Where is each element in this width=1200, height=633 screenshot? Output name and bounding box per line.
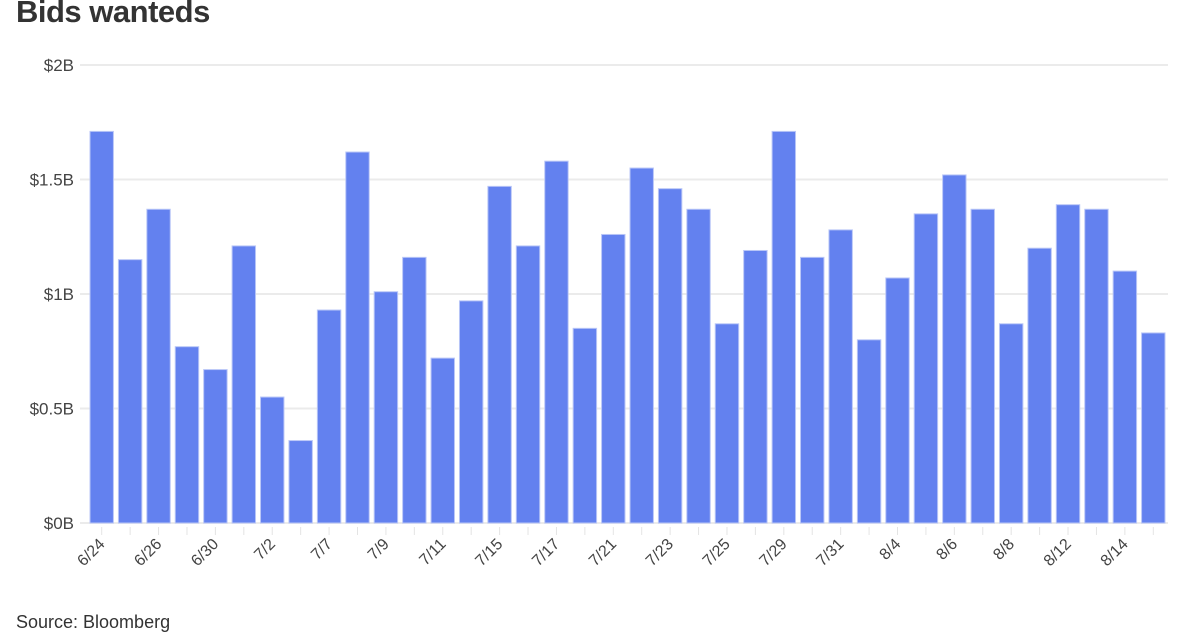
bar	[345, 151, 370, 524]
x-tick-label: 7/9	[365, 536, 393, 564]
y-tick-label: $1B	[44, 285, 74, 304]
bar	[998, 323, 1024, 524]
x-tick-label: 7/21	[586, 536, 620, 570]
bar	[430, 357, 455, 524]
bar	[402, 256, 427, 524]
bar	[373, 291, 399, 524]
bar	[458, 300, 484, 524]
bar	[544, 160, 569, 524]
bar	[260, 396, 285, 524]
bar	[629, 167, 654, 524]
x-tick-label: 6/24	[74, 536, 108, 570]
source-note: Source: Bloomberg	[16, 612, 171, 632]
x-tick-label: 7/25	[700, 536, 734, 570]
x-tick-label: 6/26	[131, 536, 165, 570]
bar	[1112, 270, 1138, 524]
bar	[828, 229, 853, 524]
bar	[1055, 204, 1081, 524]
y-tick-label: $1.5B	[30, 171, 74, 190]
bar	[174, 346, 200, 524]
bar	[231, 245, 257, 524]
bar	[146, 208, 171, 524]
bar	[288, 440, 313, 524]
x-tick-label: 7/29	[757, 536, 791, 570]
x-tick-label: 7/31	[813, 536, 847, 570]
bar	[885, 277, 910, 524]
bar	[771, 130, 797, 524]
bar	[1084, 208, 1109, 524]
chart-title: Bids wanteds	[16, 0, 210, 29]
x-tick-label: 8/14	[1098, 536, 1132, 570]
bar	[743, 249, 768, 524]
bar	[856, 339, 882, 524]
x-tick-label: 8/8	[990, 536, 1018, 564]
bar	[89, 130, 114, 524]
x-tick-label: 7/2	[251, 536, 279, 564]
x-tick-label: 7/15	[472, 536, 506, 570]
bar	[203, 369, 228, 524]
bar	[487, 185, 512, 524]
x-tick-label: 8/6	[933, 536, 961, 564]
x-tick-label: 6/30	[188, 536, 222, 570]
bar	[316, 309, 342, 524]
bar	[913, 213, 939, 524]
bar	[714, 323, 740, 524]
x-tick-label: 7/23	[643, 536, 677, 570]
bar	[1141, 332, 1166, 524]
x-tick-label: 7/17	[529, 536, 563, 570]
bar	[515, 245, 541, 524]
y-tick-label: $0B	[44, 514, 74, 533]
bar	[1027, 247, 1052, 524]
bar	[601, 233, 626, 524]
y-tick-label: $0.5B	[30, 400, 74, 419]
x-tick-label: 7/7	[308, 536, 336, 564]
bar	[686, 208, 711, 524]
bar	[657, 188, 683, 524]
x-tick-label: 7/11	[416, 536, 449, 569]
x-tick-label: 8/4	[877, 536, 905, 564]
bar	[970, 208, 995, 524]
y-tick-label: $2B	[44, 56, 74, 75]
bar	[117, 259, 143, 524]
bar	[942, 174, 967, 524]
bar	[800, 256, 825, 524]
x-tick-label: 8/12	[1041, 536, 1075, 570]
bar	[572, 327, 598, 524]
